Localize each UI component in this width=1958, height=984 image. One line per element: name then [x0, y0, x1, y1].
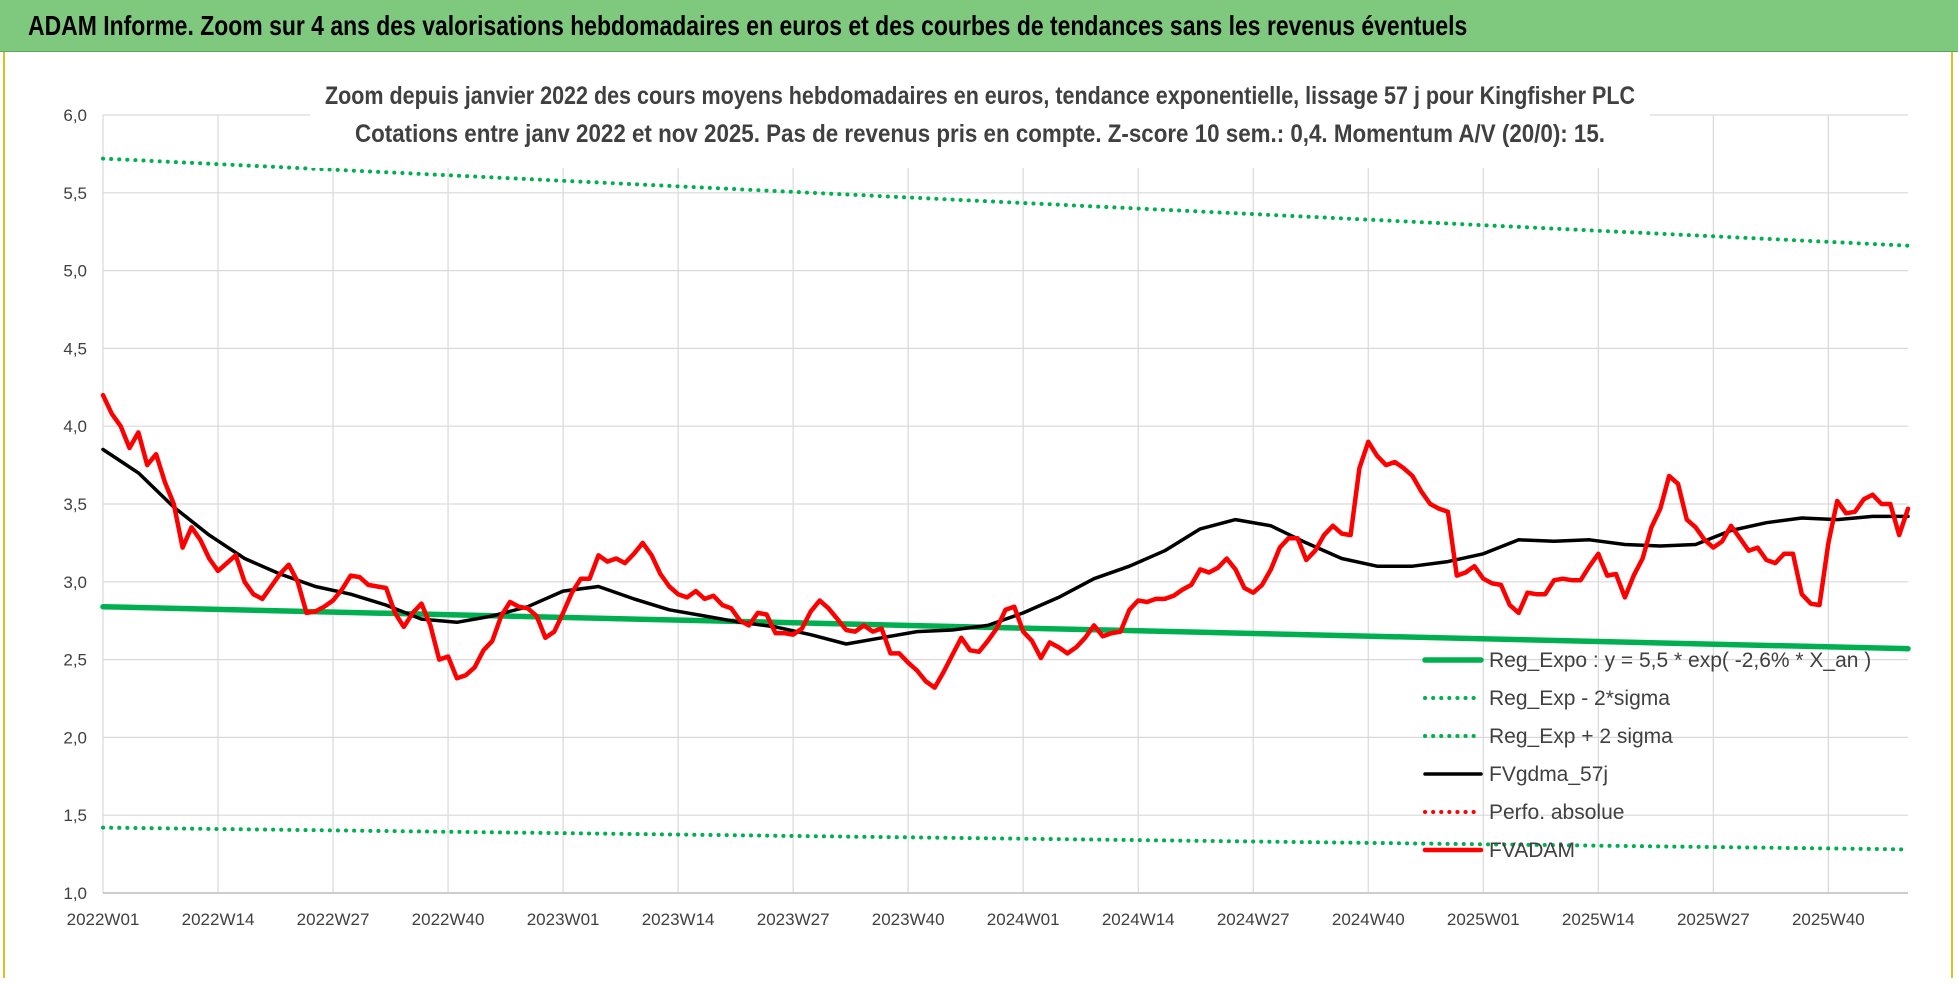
legend-label: FVgdma_57j	[1489, 763, 1608, 786]
x-tick-label: 2023W01	[527, 910, 600, 929]
chart-subtitle: Cotations entre janv 2022 et nov 2025. P…	[355, 120, 1605, 148]
x-tick-label: 2024W01	[987, 910, 1060, 929]
y-tick-label: 1,5	[63, 806, 87, 825]
x-tick-label: 2024W27	[1217, 910, 1290, 929]
line-chart: 1,0 1,5 2,0 2,5 3,0 3,5 4,0 4,5 5,0 5,5 6,0 2022W0…	[63, 80, 1911, 929]
chart-title: Zoom depuis janvier 2022 des cours moyen…	[325, 82, 1635, 110]
legend-label: Reg_Exp - 2*sigma	[1489, 687, 1670, 710]
x-tick-label: 2025W14	[1562, 910, 1635, 929]
x-tick-label: 2022W40	[412, 910, 485, 929]
legend-label: FVADAM	[1489, 839, 1575, 862]
legend-label: Reg_Exp + 2 sigma	[1489, 725, 1673, 748]
series-line-3	[101, 447, 1910, 646]
series-line-5	[100, 392, 1911, 690]
title-background	[310, 80, 1650, 168]
y-tick-label: 6,0	[63, 106, 87, 125]
y-axis: 1,0 1,5 2,0 2,5 3,0 3,5 4,0 4,5 5,0 5,5 6,0	[63, 106, 87, 903]
x-tick-label: 2025W27	[1677, 910, 1750, 929]
x-tick-label: 2023W14	[642, 910, 715, 929]
x-tick-label: 2022W27	[297, 910, 370, 929]
x-tick-label: 2023W40	[872, 910, 945, 929]
chart-legend: Reg_Expo : y = 5,5 * exp( -2,6% * X_an )…	[1422, 649, 1871, 862]
grid-lines	[102, 114, 1908, 894]
y-tick-label: 2,0	[63, 728, 87, 747]
x-tick-label: 2022W14	[182, 910, 255, 929]
x-axis: 2022W01 2022W14 2022W27 2022W40 2023W01 2023W…	[67, 892, 1908, 929]
x-tick-label: 2025W40	[1792, 910, 1865, 929]
y-tick-label: 5,0	[63, 262, 87, 281]
x-tick-label: 2023W27	[757, 910, 830, 929]
series-line-1	[101, 825, 1910, 852]
y-tick-label: 4,5	[63, 339, 87, 358]
banner-title: ADAM Informe. Zoom sur 4 ans des valoris…	[28, 10, 1468, 41]
y-tick-label: 3,0	[63, 573, 87, 592]
series-lines	[100, 156, 1911, 852]
y-tick-label: 3,5	[63, 495, 87, 514]
series-line-2	[101, 156, 1910, 248]
x-tick-label: 2022W01	[67, 910, 140, 929]
x-tick-label: 2024W40	[1332, 910, 1405, 929]
y-tick-label: 1,0	[63, 884, 87, 903]
legend-label: Perfo. absolue	[1489, 801, 1624, 824]
x-tick-label: 2025W01	[1447, 910, 1520, 929]
legend-label: Reg_Expo : y = 5,5 * exp( -2,6% * X_an )	[1489, 649, 1871, 672]
y-tick-label: 2,5	[63, 651, 87, 670]
y-tick-label: 4,0	[63, 417, 87, 436]
y-tick-label: 5,5	[63, 184, 87, 203]
x-tick-label: 2024W14	[1102, 910, 1175, 929]
chart-frame: 1,0 1,5 2,0 2,5 3,0 3,5 4,0 4,5 5,0 5,5 6,0 2022W0…	[3, 52, 1953, 978]
header-banner: ADAM Informe. Zoom sur 4 ans des valoris…	[0, 0, 1958, 52]
